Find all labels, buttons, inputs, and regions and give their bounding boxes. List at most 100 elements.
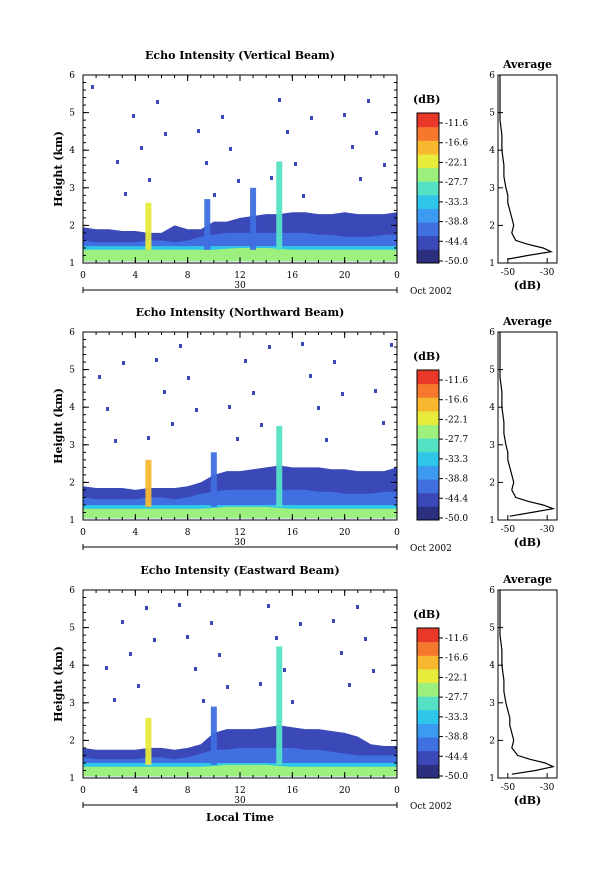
colorbar-swatch-4 [417,723,439,738]
average-y-tick-label: 6 [489,328,495,338]
colorbar-swatch-1 [417,249,439,264]
y-tick-label: 4 [69,661,75,671]
colorbar-tick-label: -50.0 [445,514,468,524]
y-tick-label: 1 [69,516,75,526]
y-tick-label: 6 [69,71,75,81]
colorbar-swatch-2 [417,235,439,250]
colorbar-swatch-3 [417,479,439,494]
echo-speck [91,85,94,89]
echo-speck [179,344,182,348]
x-tick-label: 8 [185,271,191,281]
colorbar-tick-label: -33.3 [445,713,468,723]
echo-speck [259,682,262,686]
echo-speck [286,130,289,134]
average-y-tick-label: 4 [489,661,495,671]
x-tick-label: 12 [234,528,245,538]
colorbar-swatch-11 [417,113,439,128]
echo-speck [270,176,273,180]
echo-speck [364,637,367,641]
x-tick-label: 8 [185,528,191,538]
echo-speck [367,99,370,103]
echo-speck [325,438,328,442]
colorbar-tick-label: -11.6 [445,119,468,129]
average-y-tick-label: 5 [489,109,495,119]
colorbar-tick-label: -22.1 [445,415,468,425]
colorbar-swatch-7 [417,682,439,697]
echo-speck [299,622,302,626]
echo-speck [275,636,278,640]
echo-speck [106,407,109,411]
echo-speck [343,113,346,117]
echo-speck [116,160,119,164]
average-x-tick-label: -50 [501,783,516,793]
colorbar-swatch-5 [417,709,439,724]
y-tick-label: 1 [69,259,75,269]
colorbar-swatch-8 [417,668,439,684]
average-y-tick-label: 6 [489,71,495,81]
average-title: Average [502,58,552,71]
echo-layer-4 [83,764,397,777]
colorbar-title: (dB) [413,350,440,363]
y-tick-label: 4 [69,146,75,156]
chart-title: Echo Intensity (Eastward Beam) [140,564,339,577]
echo-speck [186,635,189,639]
echo-speck [163,390,166,394]
echo-speck [228,405,231,409]
x-tick-label: 4 [132,528,138,538]
average-y-tick-label: 5 [489,624,495,634]
echo-speck [98,375,101,379]
colorbar-swatch-10 [417,126,439,141]
echo-speck [205,161,208,165]
colorbar-swatch-3 [417,737,439,752]
colorbar-tick-label: -16.6 [445,396,468,406]
x-tick-label: 16 [287,271,299,281]
echo-plume-3 [210,452,217,507]
average-y-tick-label: 2 [489,221,495,231]
echo-speck [195,408,198,412]
x-tick-label: 0 [80,786,86,796]
average-y-tick-label: 2 [489,736,495,746]
y-tick-label: 3 [69,184,75,194]
y-tick-label: 2 [69,478,75,488]
average-x-label: (dB) [514,536,541,549]
colorbar-swatch-6 [417,438,439,453]
echo-speck [129,652,132,656]
y-tick-label: 6 [69,586,75,596]
y-tick-label: 6 [69,328,75,338]
colorbar-title: (dB) [413,93,440,106]
colorbar-swatch-1 [417,764,439,779]
echo-speck [197,129,200,133]
echo-speck [132,114,135,118]
echo-speck [218,653,221,657]
echo-speck [140,146,143,150]
echo-plume-1 [145,717,152,765]
echo-speck [155,358,158,362]
x-tick-label: 4 [132,786,138,796]
colorbar-swatch-2 [417,750,439,765]
average-y-tick-label: 6 [489,586,495,596]
colorbar-tick-label: -38.8 [445,733,468,743]
echo-speck [372,669,375,673]
average-y-tick-label: 2 [489,478,495,488]
echo-speck [301,342,304,346]
date-marker: 30 [234,538,246,548]
average-y-tick-label: 3 [489,699,495,709]
colorbar-swatch-5 [417,194,439,209]
colorbar-swatch-9 [417,397,439,412]
echo-speck [310,116,313,120]
x-tick-label: 20 [339,271,351,281]
x-tick-label: 20 [339,528,351,538]
colorbar-swatch-6 [417,696,439,711]
echo-speck [229,147,232,151]
colorbar-swatch-7 [417,424,439,439]
y-axis-label: Height (km) [52,131,65,207]
average-x-tick-label: -30 [540,268,555,278]
echo-speck [291,700,294,704]
echo-speck [333,360,336,364]
colorbar-swatch-5 [417,451,439,466]
average-y-tick-label: 3 [489,441,495,451]
average-frame [497,74,558,264]
x-tick-label: 12 [234,271,245,281]
